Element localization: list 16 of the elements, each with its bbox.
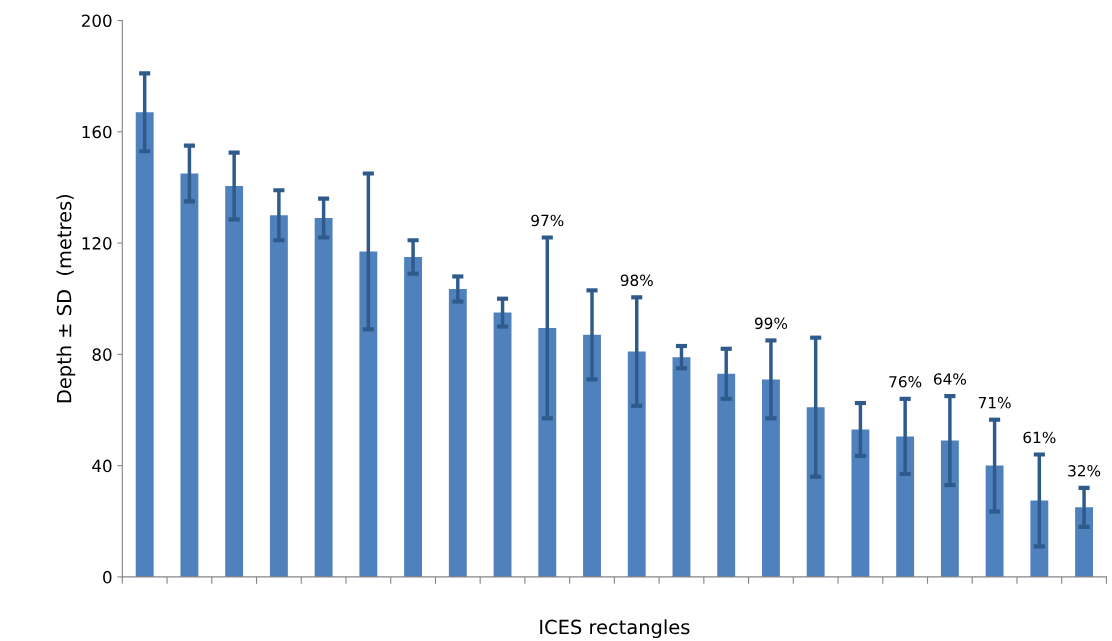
annotation: 99% [754,317,788,330]
annotation: 32% [1068,465,1101,477]
y-axis-title: Depth ± SD (metres) [56,194,76,403]
y-tick-label: 0 [103,570,112,584]
annotation: 71% [978,396,1011,409]
annotation: 97% [531,214,564,227]
y-tick-label: 160 [82,125,112,139]
annotation: 61% [1023,431,1056,444]
y-tick-label: 120 [82,237,112,250]
annotation: 76% [889,376,922,388]
annotation: 98% [620,274,653,287]
x-axis-title: ICES rectangles [540,619,690,639]
annotation: 64% [933,373,967,385]
y-tick-label: 200 [82,14,112,28]
y-tick-label: 40 [92,459,112,473]
y-tick-label: 80 [92,348,112,361]
